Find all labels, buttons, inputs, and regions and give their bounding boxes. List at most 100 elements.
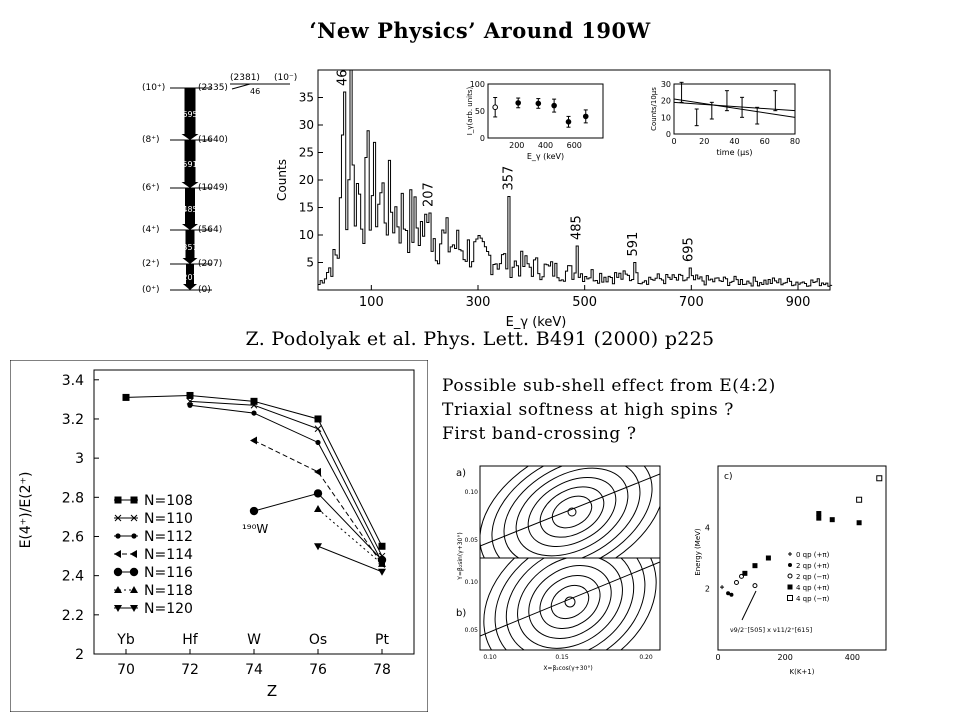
ek-data-point <box>742 570 748 576</box>
level-scheme: (0⁺) (0) (2⁺) (207) (4⁺) (564) (6⁺) (1049) (8⁺) (… <box>142 73 297 295</box>
inset-y-tick-label: 0 <box>666 130 671 139</box>
pes-y-tick-label: 0.10 <box>465 489 479 496</box>
legend-label: N=108 <box>144 493 193 509</box>
ek-panel-label: c) <box>724 472 732 482</box>
inset-y-tick-label: 0 <box>480 134 485 143</box>
level-energy: (2335) <box>198 83 228 93</box>
inset-y-tick-label: 50 <box>475 107 485 116</box>
series-line <box>189 404 383 563</box>
pes-gamma-line <box>480 473 660 547</box>
series-marker <box>315 439 321 446</box>
series-marker <box>250 436 257 445</box>
legend-marker <box>115 533 121 539</box>
ek-frame <box>717 465 887 651</box>
ek-x-axis-label: K(K+1) <box>790 668 815 676</box>
x-tick-label: 100 <box>359 295 384 310</box>
ek-legend-label: 4 qp (+π) <box>796 584 830 592</box>
y-axis-label: E(4⁺)/E(2⁺) <box>18 472 34 549</box>
x-tick-label: 76 <box>309 662 327 678</box>
ek-legend-label: 4 qp (−π) <box>796 595 830 603</box>
pes-contour <box>539 575 601 629</box>
ek-data-point <box>733 580 739 586</box>
y-tick-label: 20 <box>299 173 314 187</box>
y-tick-label: 2 <box>75 647 84 663</box>
pes-minimum <box>567 507 577 517</box>
inset-x-tick-label: 80 <box>790 137 800 146</box>
energy-vs-k-chart: c) 0 200 400 2 4 K(K+1) Energy (MeV) 0 qp (+π) 2 … <box>694 465 887 676</box>
element-label: Hf <box>182 632 199 648</box>
spectrum-trace <box>317 69 833 290</box>
legend-label: N=114 <box>144 547 193 563</box>
y-tick-label: 2.2 <box>62 608 84 624</box>
level-spin: (8⁺) <box>142 135 160 145</box>
transition-arrowhead <box>182 224 198 230</box>
pes-y-tick-label: 0.10 <box>465 579 479 586</box>
inset-data-point <box>535 100 542 107</box>
inset-data-point <box>551 102 557 109</box>
peak-label: 695 <box>682 237 697 262</box>
legend-label: N=118 <box>144 583 193 599</box>
level-spin: (4⁺) <box>142 225 160 235</box>
x-tick-label: 700 <box>679 295 704 310</box>
ek-y-axis-label: Energy (MeV) <box>694 528 702 576</box>
ek-annotation: ν9/2⁻[505] x ν11/2⁺[615] <box>730 626 812 634</box>
inset-x-axis-label: E_γ (keV) <box>527 152 564 161</box>
level-energy: (564) <box>198 225 222 235</box>
pes-x-tick-label: 0.10 <box>483 654 497 661</box>
inset-fit-line <box>673 98 796 118</box>
pes-panel-b-label: b) <box>456 608 466 619</box>
inset-x-tick-label: 60 <box>760 137 770 146</box>
ek-data-point <box>856 496 863 503</box>
element-label: W <box>247 632 261 648</box>
transition-arrowhead <box>183 284 197 290</box>
legend-label: N=112 <box>144 529 193 545</box>
pes-contour <box>503 466 641 558</box>
legend-marker <box>130 496 138 504</box>
ek-y-tick-label: 4 <box>705 523 710 532</box>
ek-x-tick-label: 200 <box>778 653 793 662</box>
inset-y-tick-label: 10 <box>661 113 671 122</box>
transition-label: 207 <box>182 273 197 282</box>
transition-bar <box>186 264 194 284</box>
inset-x-tick-label: 200 <box>509 141 524 150</box>
pes-contour <box>491 466 653 558</box>
peak-label: 357 <box>501 166 516 191</box>
pes-panel-a-label: a) <box>456 468 466 479</box>
legend-marker <box>130 605 138 612</box>
ek-data-point <box>729 592 734 597</box>
element-label: Yb <box>116 632 135 648</box>
transition-arrowhead <box>181 134 199 140</box>
series-marker <box>378 542 386 550</box>
isomer-transition-label: 46 <box>250 87 260 96</box>
ek-legend-marker <box>788 552 792 556</box>
ek-legend-marker <box>787 584 793 590</box>
legend-marker <box>114 496 122 504</box>
series-marker <box>186 391 194 399</box>
w190-annotation: ¹⁹⁰W <box>242 522 268 536</box>
y-tick-label: 25 <box>299 146 314 160</box>
pes-gamma-line <box>480 561 660 637</box>
inset-data-point <box>515 100 521 106</box>
legend-label: N=120 <box>144 601 193 617</box>
level-energy: (207) <box>198 259 222 269</box>
element-label: Pt <box>375 632 389 648</box>
e4-e2-ratio-chart: 70 Yb 72 Hf 74 W 76 Os 78 Pt 2 2.2 2.4 2.6 2.8 3 3.2 3.4 Z… <box>10 360 428 712</box>
pes-x-tick-label: 0.20 <box>639 654 653 661</box>
x-tick-label: 300 <box>466 295 491 310</box>
ek-data-point <box>856 520 862 526</box>
inset-y-tick-label: 20 <box>661 97 671 106</box>
legend-marker <box>114 586 122 593</box>
x-tick-label: 500 <box>572 295 597 310</box>
legend-marker <box>129 567 139 577</box>
level-spin: (6⁺) <box>142 183 160 193</box>
inset-y-axis-label: I_γ(arb. units) <box>466 87 474 136</box>
y-axis-label: Counts <box>275 159 289 201</box>
y-tick-label: 2.6 <box>62 529 84 545</box>
pes-contour <box>517 558 623 649</box>
level-spin: (10⁺) <box>142 83 165 93</box>
legend-marker <box>113 567 123 577</box>
legend-marker <box>114 514 122 522</box>
x-tick-label: 74 <box>245 662 263 678</box>
ek-data-point <box>720 585 725 590</box>
note-line-3: First band-crossing ? <box>442 424 637 444</box>
